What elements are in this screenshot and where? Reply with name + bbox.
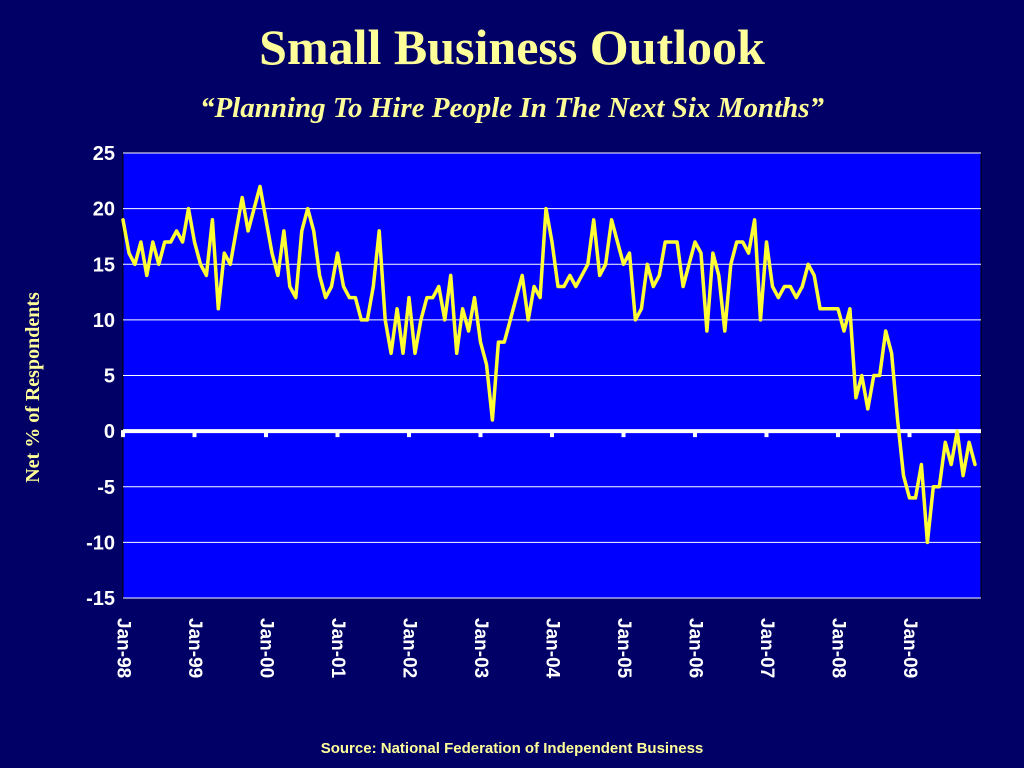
x-tick-label: Jan-06 xyxy=(685,618,706,678)
x-tick-label: Jan-02 xyxy=(399,618,420,678)
x-tick-label: Jan-98 xyxy=(113,618,134,678)
x-tick-mark xyxy=(407,430,411,438)
y-tick-label: 5 xyxy=(104,366,115,388)
x-tick-mark xyxy=(335,430,340,438)
x-tick-mark xyxy=(764,430,769,438)
y-tick-label: 0 xyxy=(104,421,115,443)
x-tick-mark xyxy=(478,430,483,438)
x-tick-mark xyxy=(621,430,626,438)
x-tick-label: Jan-99 xyxy=(184,618,205,678)
y-tick-label: 20 xyxy=(93,199,115,221)
line-chart: 25 20 15 10 5 0 -5 -10 -15 Jan-98 Jan-99 Jan-00 Jan-… xyxy=(22,143,982,679)
x-tick-label: Jan-01 xyxy=(327,618,348,679)
source-note: Source: National Federation of Independe… xyxy=(320,740,704,757)
x-tick-mark xyxy=(836,430,840,438)
y-tick-label: -10 xyxy=(86,532,115,554)
series-line xyxy=(121,184,977,545)
x-tick-label: Jan-03 xyxy=(470,618,491,678)
y-tick-label: 10 xyxy=(93,310,115,332)
x-tick-mark xyxy=(121,430,125,438)
x-tick-mark xyxy=(264,430,268,438)
x-tick-mark xyxy=(192,430,197,438)
x-tick-label: Jan-07 xyxy=(756,618,777,678)
x-tick-mark xyxy=(693,430,697,438)
x-tick-label: Jan-08 xyxy=(828,618,849,678)
x-tick-mark xyxy=(550,430,554,438)
x-tick-label: Jan-04 xyxy=(542,618,563,679)
chart-title: Small Business Outlook xyxy=(259,19,765,75)
chart-subtitle: “Planning To Hire People In The Next Six… xyxy=(199,92,825,124)
y-tick-label: -15 xyxy=(86,588,115,610)
y-tick-label: -5 xyxy=(97,477,115,499)
y-tick-label: 25 xyxy=(93,143,115,165)
x-tick-label: Jan-05 xyxy=(613,618,634,679)
y-axis-title: Net % of Respondents xyxy=(22,292,44,483)
x-tick-label: Jan-00 xyxy=(256,618,277,678)
y-tick-label: 15 xyxy=(93,254,115,276)
x-tick-mark xyxy=(907,430,912,438)
x-tick-label: Jan-09 xyxy=(899,618,920,678)
